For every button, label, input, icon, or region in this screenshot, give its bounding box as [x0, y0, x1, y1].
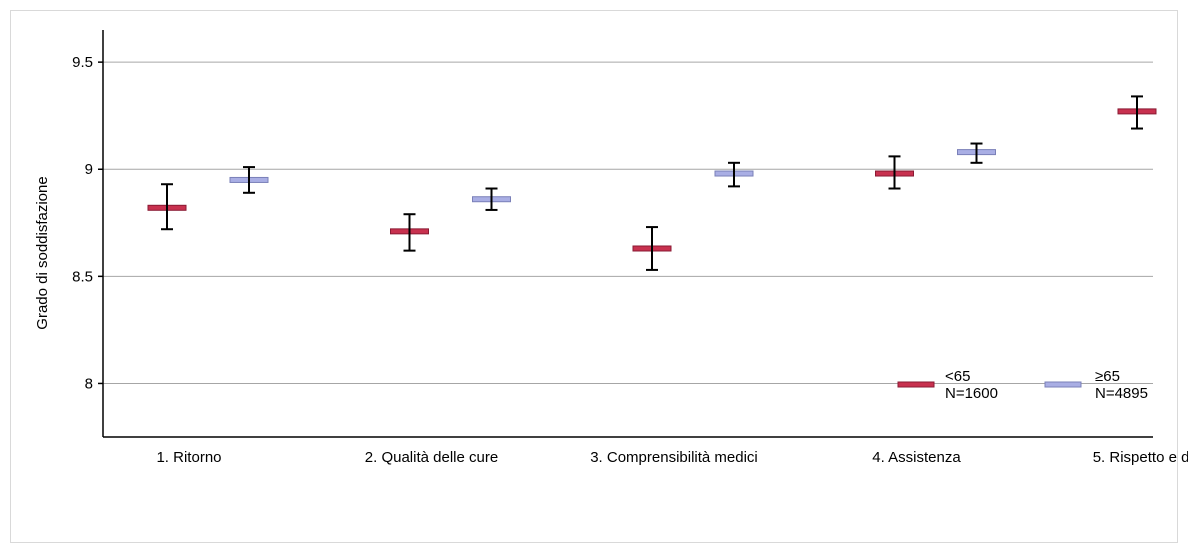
x-tick-label: 2. Qualità delle cure [365, 449, 498, 466]
y-tick-label: 8 [85, 375, 93, 392]
x-tick-label: 5. Rispetto e dignità [1093, 449, 1188, 466]
y-axis-title: Grado di soddisfazione [34, 176, 51, 329]
legend-sublabel: N=4895 [1095, 385, 1148, 402]
legend-label: ≥65 [1095, 368, 1120, 385]
legend: <65N=1600 ≥65N=4895 [897, 368, 1148, 402]
x-tick-label: 4. Assistenza [872, 449, 961, 466]
legend-swatch [897, 381, 935, 388]
axes: 8 8.5 9 9.5 1. Ritorno 2. Qualità delle cure 3… [72, 30, 1188, 466]
marks [147, 95, 1157, 271]
y-tick-label: 9 [85, 161, 93, 178]
legend-label: <65 [945, 368, 970, 385]
legend-sublabel: N=1600 [945, 385, 998, 402]
y-tick-label: 8.5 [72, 268, 93, 285]
grid [103, 61, 1153, 384]
x-tick-label: 3. Comprensibilità medici [590, 449, 758, 466]
legend-swatch [1044, 381, 1082, 388]
y-tick-label: 9.5 [72, 54, 93, 71]
x-tick-label: 1. Ritorno [156, 449, 221, 466]
